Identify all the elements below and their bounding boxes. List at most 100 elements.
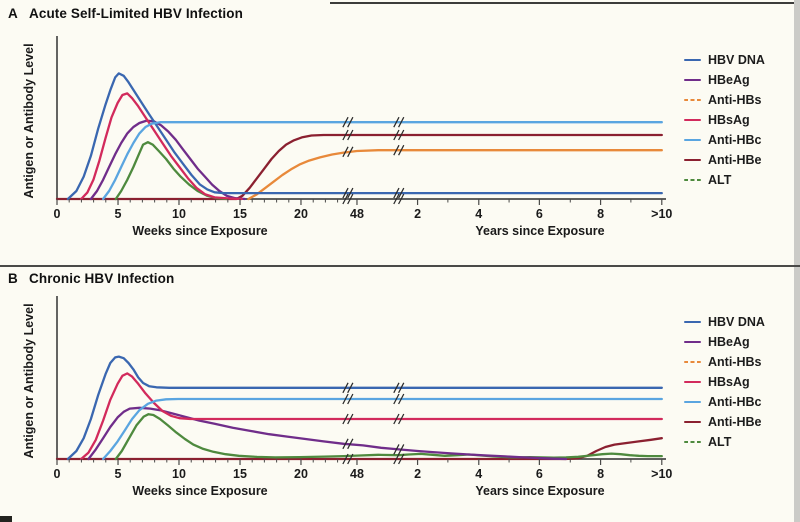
top-border-line xyxy=(330,2,800,4)
axis-break-icon xyxy=(347,116,354,128)
tick-label: 10 xyxy=(172,207,186,221)
axis-break-icon xyxy=(342,453,349,465)
axis-break-icon xyxy=(398,129,405,141)
axis-break-icon xyxy=(393,193,400,205)
tick-label: 15 xyxy=(233,207,247,221)
axis-break-icon xyxy=(398,187,405,199)
tick-label: 2 xyxy=(414,467,421,481)
x-axis-label-years: Years since Exposure xyxy=(475,484,604,498)
panel-a-letter: A xyxy=(8,6,18,21)
axis-break-icon xyxy=(398,393,405,405)
hbeag-swatch xyxy=(684,78,701,82)
tick-label: >10 xyxy=(651,467,672,481)
alt-swatch xyxy=(684,178,701,182)
legend-item-hbeag: HBeAg xyxy=(684,332,796,352)
axis-break-icon xyxy=(347,193,354,205)
legend-label: Anti-HBs xyxy=(708,355,762,369)
legend-item-hbsag: HBsAg xyxy=(684,110,796,130)
axis-break-icon xyxy=(398,453,405,465)
legend-label: ALT xyxy=(708,173,732,187)
panel-divider xyxy=(0,265,800,267)
legend-item-anti-hbs: Anti-HBs xyxy=(684,90,796,110)
legend-item-hbeag: HBeAg xyxy=(684,70,796,90)
tick-label: 48 xyxy=(350,207,364,221)
hbv-dna-curve xyxy=(66,355,663,461)
tick-label: 4 xyxy=(475,467,482,481)
tick-label: 0 xyxy=(54,467,61,481)
panel-a-chart: 0 5 10 15 20 48 2 4 6 8 >10 Weeks since Exposure Yea… xyxy=(22,36,672,238)
axis-break-icon xyxy=(342,382,349,394)
tick-label: 48 xyxy=(350,467,364,481)
axis-break-icon xyxy=(347,453,354,465)
page-edge-strip xyxy=(794,0,800,522)
axis-break-icon xyxy=(347,393,354,405)
axis-break-icon xyxy=(393,393,400,405)
panel-b-letter: B xyxy=(8,271,18,286)
x-axis-label-years: Years since Exposure xyxy=(475,224,604,238)
legend-label: HBV DNA xyxy=(708,315,765,329)
legend-label: Anti-HBc xyxy=(708,395,762,409)
anti-hbe-curve xyxy=(55,133,663,201)
axis-break-icon xyxy=(342,393,349,405)
anti-hbs-swatch xyxy=(684,360,701,364)
legend-item-hbsag: HBsAg xyxy=(684,372,796,392)
axis-break-icon xyxy=(347,413,354,425)
legend-item-hbv-dna: HBV DNA xyxy=(684,312,796,332)
alt-curve xyxy=(114,141,228,201)
tick-label: 4 xyxy=(475,207,482,221)
scan-corner-mark xyxy=(0,516,12,522)
legend-label: HBeAg xyxy=(708,335,750,349)
hbsag-swatch xyxy=(684,118,701,122)
axis-break-icon xyxy=(398,382,405,394)
anti-hbc-swatch xyxy=(684,138,701,142)
hbsag-swatch xyxy=(684,380,701,384)
axis-break-icon xyxy=(398,444,405,455)
axis-break-icon xyxy=(393,444,400,455)
tick-label: 6 xyxy=(536,207,543,221)
x-axis-label-weeks: Weeks since Exposure xyxy=(132,484,267,498)
legend-item-anti-hbs: Anti-HBs xyxy=(684,352,796,372)
anti-hbe-swatch xyxy=(684,158,701,162)
tick-label: 5 xyxy=(115,207,122,221)
axis-break-icon xyxy=(393,144,400,156)
tick-label: 8 xyxy=(597,467,604,481)
axis-break-icon xyxy=(393,187,400,199)
axis-break-icon xyxy=(393,453,400,465)
panel-b-legend: HBV DNA HBeAg Anti-HBs HBsAg Anti-HBc Anti-HB… xyxy=(684,312,796,452)
tick-label: 15 xyxy=(233,467,247,481)
panel-a-legend: HBV DNA HBeAg Anti-HBs HBsAg Anti-HBc Anti-HB… xyxy=(684,50,796,190)
hbsag-curve xyxy=(80,372,663,461)
hbv-dna-swatch xyxy=(684,58,701,62)
y-axis-label: Antigen or Antibody Level xyxy=(22,43,36,198)
tick-label: 0 xyxy=(54,207,61,221)
hbsag-curve xyxy=(80,92,243,201)
axis-break-icon xyxy=(398,193,405,205)
legend-item-alt: ALT xyxy=(684,432,796,452)
tick-label: 6 xyxy=(536,467,543,481)
axis-break-icon xyxy=(342,116,349,128)
axis-break-icon xyxy=(347,187,354,199)
axis-break-icon xyxy=(393,413,400,425)
tick-label: 8 xyxy=(597,207,604,221)
x-axis-label-weeks: Weeks since Exposure xyxy=(132,224,267,238)
axis-break-icon xyxy=(347,146,354,158)
tick-label: >10 xyxy=(651,207,672,221)
panel-b-title: Chronic HBV Infection xyxy=(29,271,175,286)
anti-hbe-swatch xyxy=(684,420,701,424)
anti-hbc-swatch xyxy=(684,400,701,404)
anti-hbe-curve xyxy=(55,437,663,461)
legend-item-anti-hbe: Anti-HBe xyxy=(684,150,796,170)
hbeag-curve xyxy=(89,119,247,201)
axis-break-icon xyxy=(398,144,405,156)
axis-break-icon xyxy=(398,116,405,128)
axis-break-icon xyxy=(393,129,400,141)
hbeag-curve xyxy=(87,406,568,461)
hbv-dna-swatch xyxy=(684,320,701,324)
panel-b-chart: 0 5 10 15 20 48 2 4 6 8 >10 Weeks since Exposure Yea… xyxy=(22,296,672,498)
axis-break-icon xyxy=(342,129,349,141)
legend-item-anti-hbc: Anti-HBc xyxy=(684,392,796,412)
y-axis-label: Antigen or Antibody Level xyxy=(22,303,36,458)
tick-label: 10 xyxy=(172,467,186,481)
legend-item-anti-hbc: Anti-HBc xyxy=(684,130,796,150)
